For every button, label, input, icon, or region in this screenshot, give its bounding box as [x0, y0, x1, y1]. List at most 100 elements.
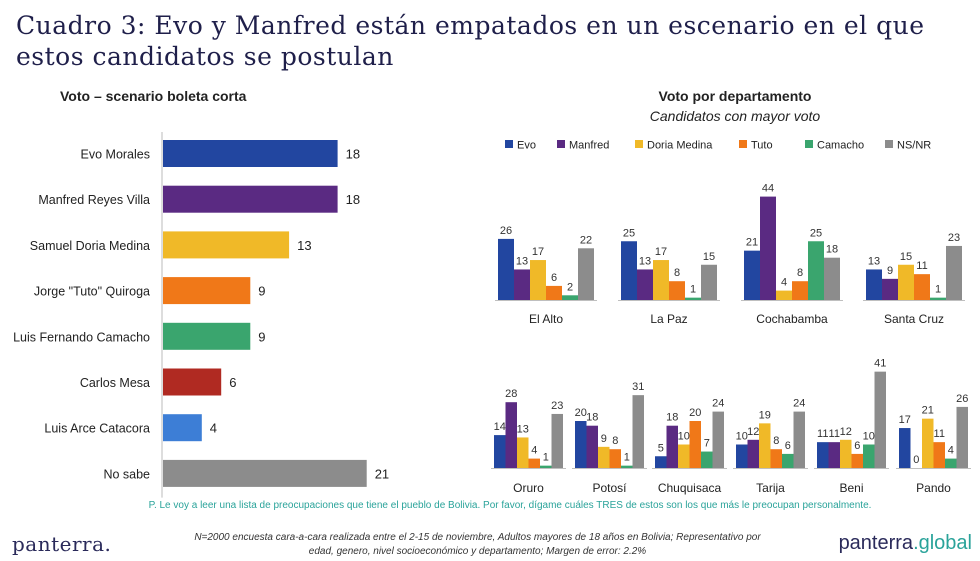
panterra-logo-right: panterra.global: [839, 532, 972, 555]
data-label: 8: [674, 267, 680, 279]
data-label: 13: [639, 255, 651, 267]
bar: [685, 297, 701, 300]
bar: [609, 449, 621, 468]
bar: [945, 458, 957, 468]
title-line-2: estos candidatos se postulan: [16, 42, 394, 71]
category-label: Evo Morales: [81, 148, 150, 162]
bar: [528, 458, 540, 468]
bar: [817, 442, 829, 468]
data-label: 13: [297, 238, 311, 253]
bar: [163, 140, 338, 167]
bar: [851, 453, 863, 468]
data-label: 18: [586, 412, 598, 424]
bar: [759, 423, 771, 468]
data-label: 22: [580, 234, 592, 246]
data-label: 15: [900, 251, 912, 263]
data-label: 8: [773, 435, 779, 447]
logo-tld: .global: [913, 532, 972, 554]
bar: [792, 281, 808, 300]
bar: [899, 428, 911, 468]
bar: [776, 290, 792, 300]
data-label: 26: [956, 393, 968, 405]
data-label: 6: [785, 440, 791, 452]
data-label: 9: [258, 329, 265, 344]
data-label: 26: [500, 225, 512, 237]
bar: [621, 465, 633, 468]
category-label: Pando: [916, 481, 951, 495]
bar: [760, 196, 776, 300]
bar: [840, 439, 852, 468]
data-label: 15: [703, 251, 715, 263]
bar: [163, 231, 290, 259]
data-label: 13: [516, 255, 528, 267]
bar: [163, 322, 251, 350]
data-label: 17: [899, 414, 911, 426]
logo-name: panterra: [838, 532, 914, 554]
footnote: N=2000 encuesta cara-a-cara realizada en…: [145, 531, 810, 559]
data-label: 20: [575, 407, 587, 419]
data-label: 6: [229, 375, 236, 390]
bar: [494, 435, 506, 468]
bar: [578, 248, 594, 300]
bar: [956, 406, 968, 468]
data-label: 12: [840, 426, 852, 438]
data-label: 11: [817, 428, 828, 440]
bar: [922, 418, 934, 468]
data-label: 6: [854, 440, 860, 452]
bar: [793, 411, 805, 468]
category-label: Beni: [839, 481, 863, 495]
data-label: 21: [746, 237, 758, 249]
footnote-line-1: N=2000 encuesta cara-a-cara realizada en…: [194, 532, 761, 543]
bar: [824, 257, 840, 300]
right-chart-subtitle: Candidatos con mayor voto: [649, 108, 821, 124]
bar: [653, 260, 669, 300]
data-label: 6: [551, 272, 557, 284]
bar: [163, 277, 251, 305]
bar: [744, 250, 760, 300]
legend-label: Evo: [517, 140, 536, 152]
category-label: Luis Arce Catacora: [44, 422, 150, 436]
bar: [701, 264, 717, 300]
category-label: La Paz: [650, 312, 687, 326]
legend-swatch: [557, 140, 565, 148]
category-label: No sabe: [103, 467, 150, 481]
data-label: 9: [887, 265, 893, 277]
bar: [898, 264, 914, 300]
right-chart-title: Voto por departamento: [658, 88, 812, 104]
data-label: 7: [704, 438, 710, 450]
bar: [517, 437, 529, 468]
data-label: 1: [543, 452, 549, 464]
bar: [562, 295, 578, 300]
data-label: 41: [874, 358, 886, 370]
bar: [747, 439, 759, 468]
category-label: Luis Fernando Camacho: [13, 330, 150, 344]
bar: [678, 444, 690, 468]
data-label: 23: [551, 400, 563, 412]
bar: [689, 421, 701, 468]
data-label: 23: [948, 232, 960, 244]
bar: [530, 260, 546, 300]
category-label: Cochabamba: [756, 312, 828, 326]
category-label: Manfred Reyes Villa: [38, 193, 150, 207]
bar: [828, 442, 840, 468]
data-label: 28: [505, 388, 517, 400]
bar: [712, 411, 724, 468]
data-label: 31: [632, 381, 644, 393]
bar: [933, 442, 945, 468]
data-label: 25: [810, 227, 822, 239]
left-chart-title: Voto – scenario boleta corta: [60, 88, 247, 104]
data-label: 5: [658, 442, 664, 454]
bar: [621, 241, 637, 300]
data-label: 0: [913, 454, 919, 466]
data-label: 14: [494, 421, 506, 433]
data-label: 24: [712, 398, 724, 410]
category-label: Potosí: [592, 481, 627, 495]
bar: [163, 185, 338, 213]
data-label: 18: [346, 147, 360, 162]
data-label: 9: [258, 284, 265, 299]
bar: [863, 444, 875, 468]
bar: [930, 297, 946, 300]
bar: [163, 414, 202, 442]
category-label: El Alto: [529, 312, 563, 326]
